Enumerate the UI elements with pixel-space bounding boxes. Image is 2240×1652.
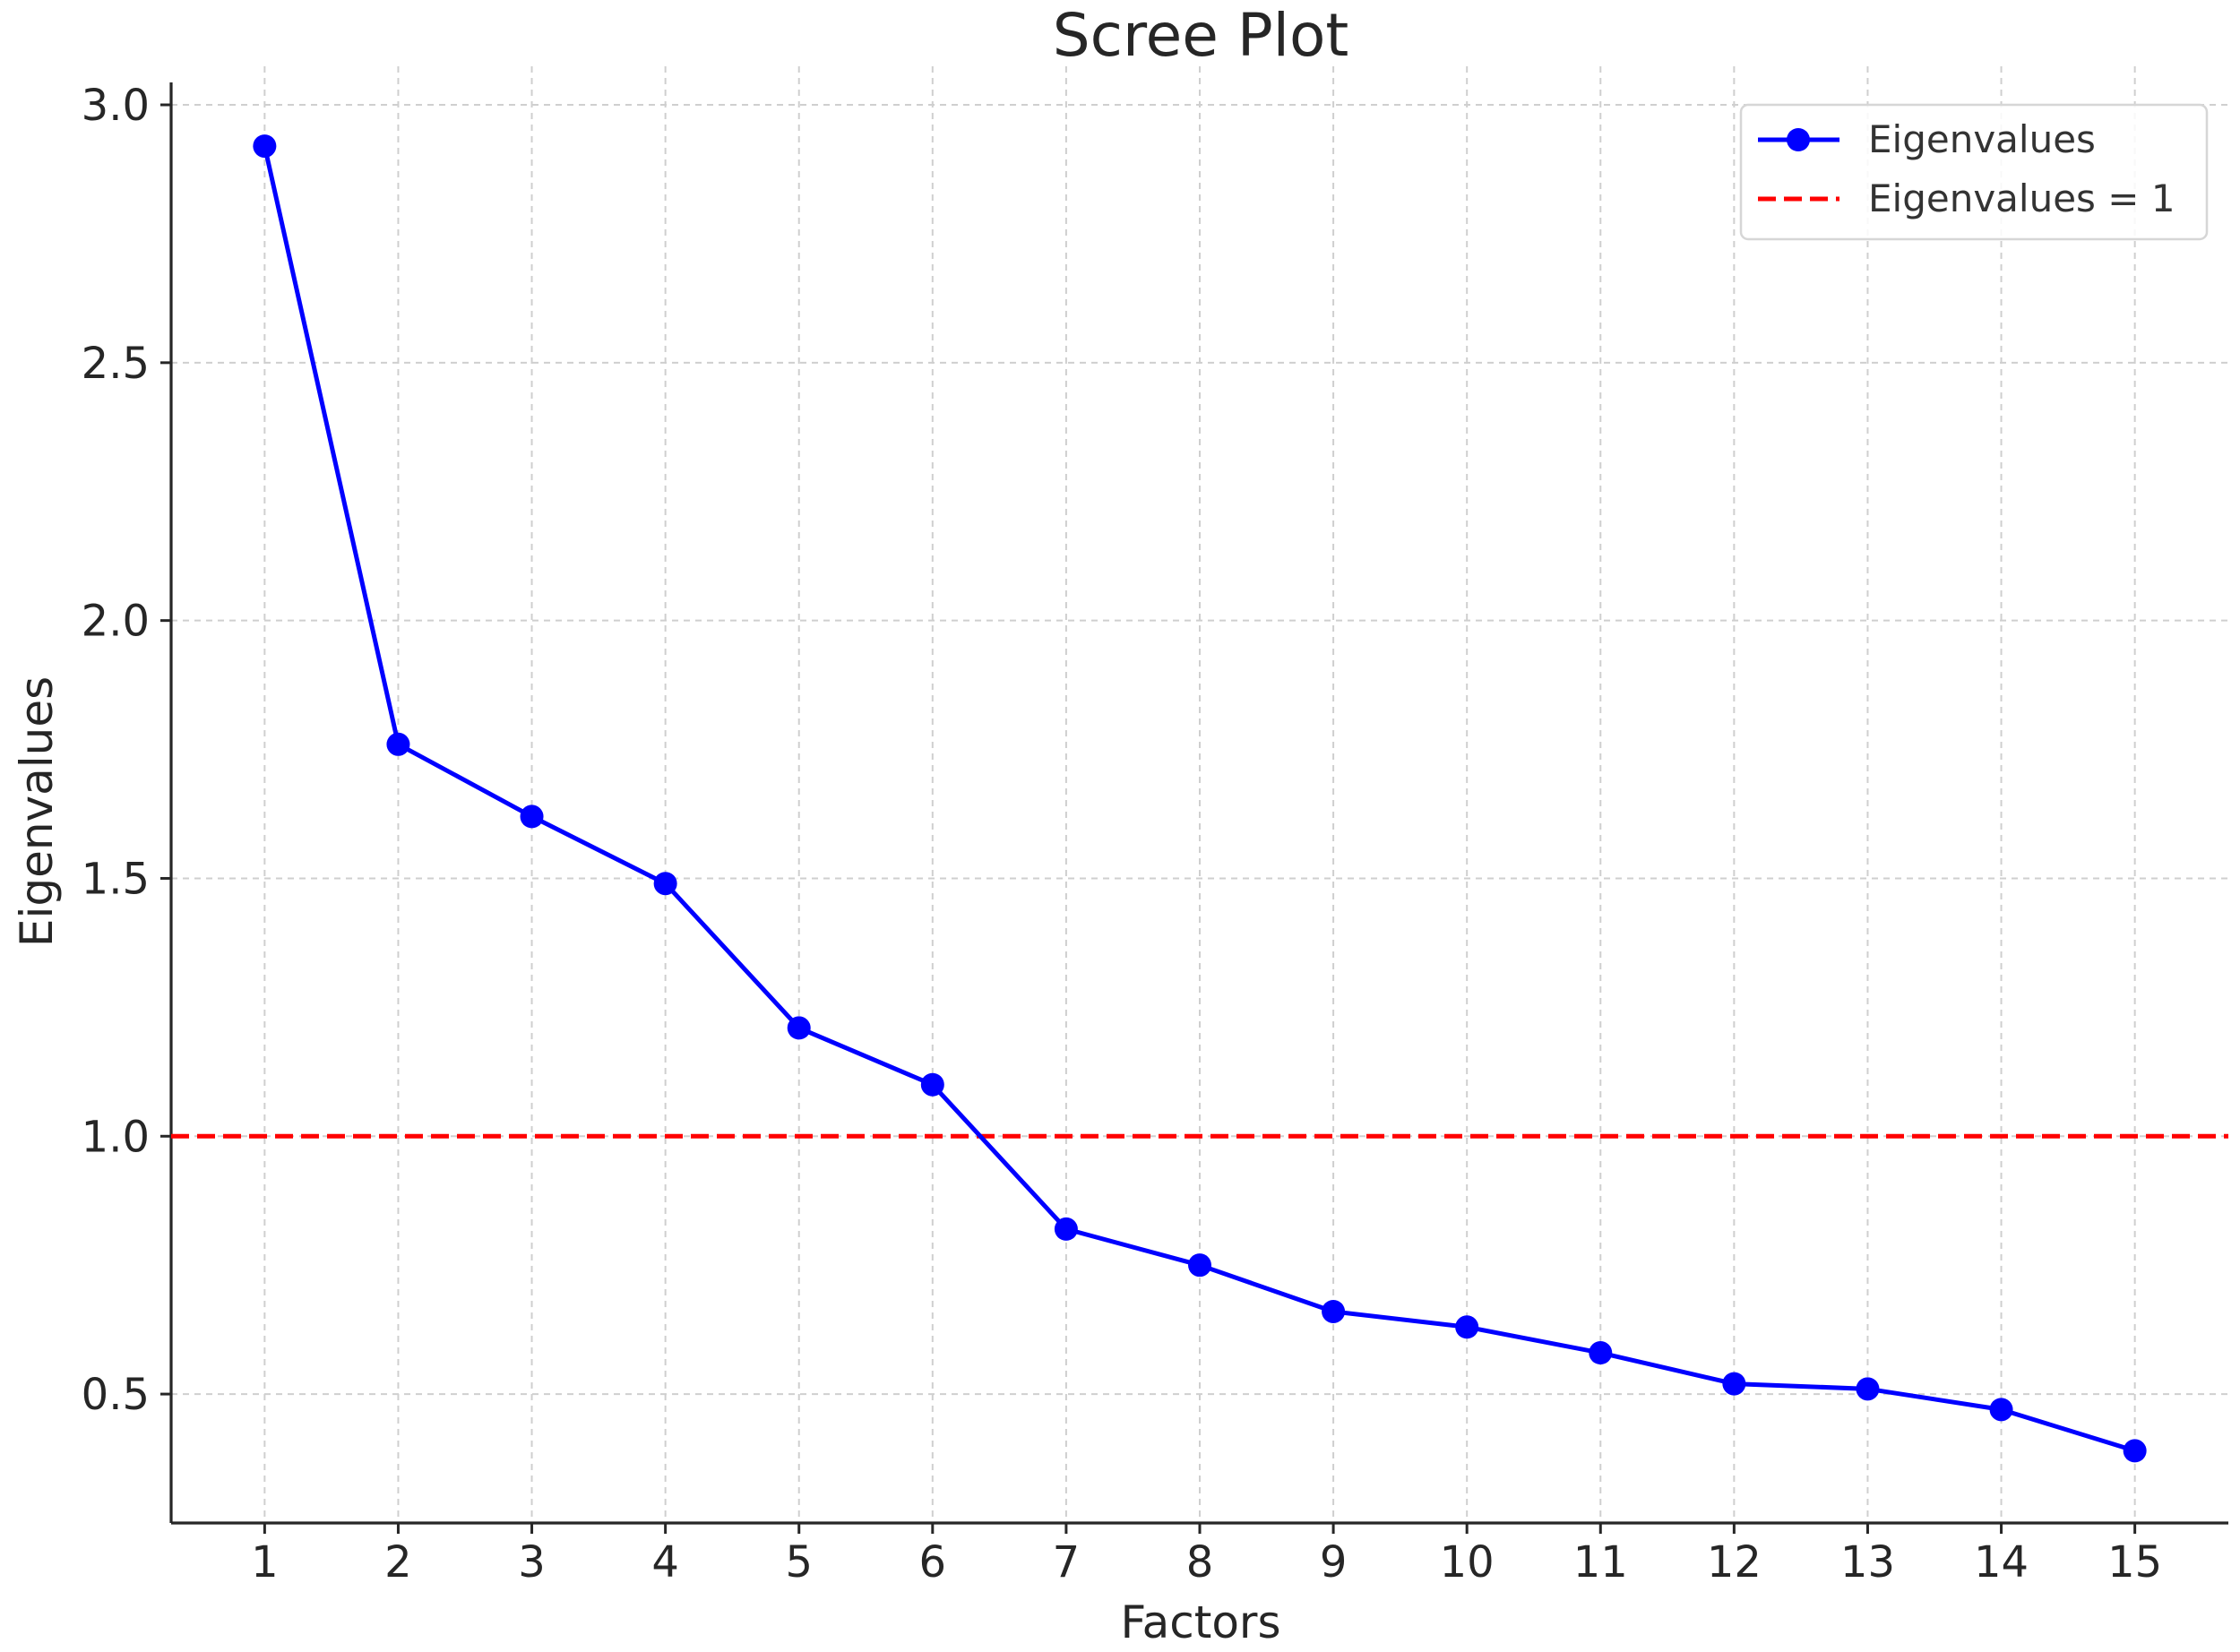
data-point-10 — [1455, 1315, 1479, 1339]
data-point-2 — [386, 732, 410, 756]
data-point-11 — [1589, 1341, 1613, 1365]
x-tick-label-7: 7 — [1053, 1537, 1081, 1587]
x-tick-label-10: 10 — [1440, 1537, 1495, 1587]
data-point-3 — [520, 804, 544, 829]
data-point-5 — [787, 1016, 811, 1040]
data-point-13 — [1856, 1377, 1880, 1401]
x-tick-label-11: 11 — [1573, 1537, 1628, 1587]
x-tick-label-4: 4 — [651, 1537, 679, 1587]
y-tick-label-5: 2.5 — [82, 339, 150, 389]
legend-label-threshold: Eigenvalues = 1 — [1868, 176, 2175, 220]
data-point-6 — [920, 1072, 944, 1097]
data-point-1 — [253, 134, 277, 159]
legend-box — [1739, 103, 2209, 241]
x-tick-label-3: 3 — [518, 1537, 546, 1587]
legend-marker-eigenvalues — [1787, 128, 1810, 151]
x-tick-label-2: 2 — [384, 1537, 412, 1587]
data-point-15 — [2123, 1439, 2147, 1463]
x-tick-label-6: 6 — [919, 1537, 947, 1587]
y-tick-label-6: 3.0 — [82, 81, 150, 131]
data-point-12 — [1722, 1372, 1746, 1396]
y-axis-label: Eigenvalues — [11, 676, 63, 947]
y-tick-label-2: 1.0 — [82, 1112, 150, 1162]
legend-label-eigenvalues: Eigenvalues — [1868, 117, 2096, 161]
legend: Eigenvalues Eigenvalues = 1 — [1739, 103, 2209, 241]
x-tick-label-8: 8 — [1186, 1537, 1214, 1587]
data-point-9 — [1322, 1299, 1346, 1323]
data-series — [253, 134, 2147, 1463]
x-axis-label: Factors — [1120, 1596, 1280, 1648]
data-point-8 — [1188, 1253, 1211, 1278]
x-tick-label-15: 15 — [2107, 1537, 2162, 1587]
y-tick-label-3: 1.5 — [82, 854, 150, 904]
tick-labels: 1 2 3 4 5 6 7 8 9 10 11 12 13 14 150.51.01.52.02.53.0 — [82, 81, 2163, 1587]
x-tick-label-9: 9 — [1320, 1537, 1348, 1587]
data-point-14 — [1989, 1398, 2013, 1422]
data-point-7 — [1054, 1217, 1078, 1241]
x-tick-label-5: 5 — [785, 1537, 813, 1587]
x-tick-label-14: 14 — [1974, 1537, 2029, 1587]
x-tick-label-12: 12 — [1707, 1537, 1762, 1587]
chart-title: Scree Plot — [1053, 1, 1348, 70]
x-tick-label-1: 1 — [251, 1537, 279, 1587]
y-tick-label-1: 0.5 — [82, 1370, 150, 1420]
data-point-4 — [653, 872, 677, 896]
x-tick-label-13: 13 — [1840, 1537, 1895, 1587]
y-tick-label-4: 2.0 — [82, 597, 150, 647]
